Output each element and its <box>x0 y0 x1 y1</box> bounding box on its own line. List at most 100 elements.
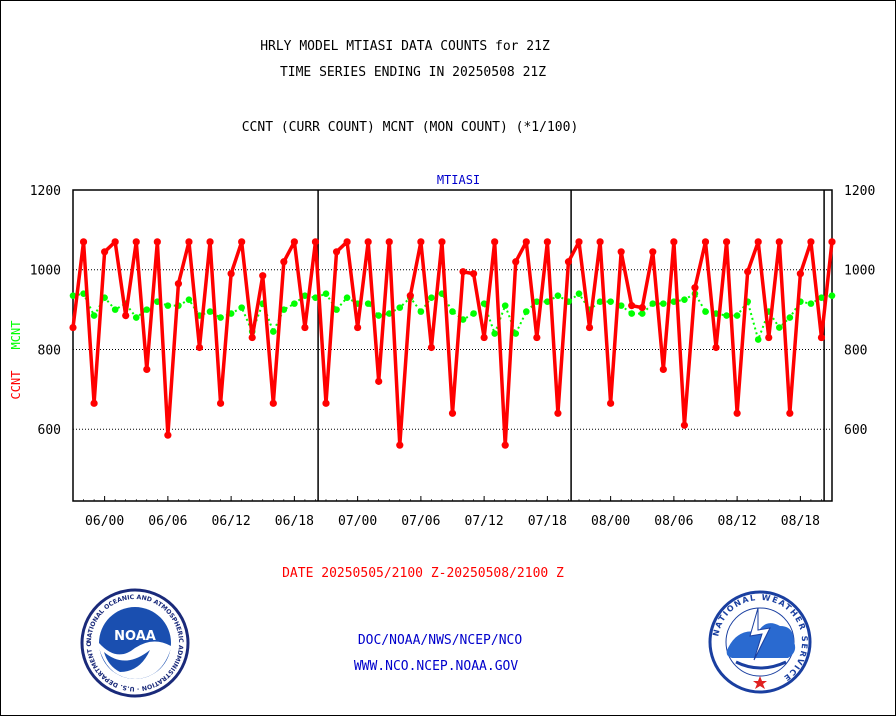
data-point-ccnt <box>628 302 636 310</box>
data-point-ccnt <box>227 270 235 278</box>
y-tick-label-right: 600 <box>844 423 867 438</box>
data-point-mcnt <box>681 296 688 303</box>
data-point-ccnt <box>143 365 151 374</box>
data-point-mcnt <box>459 316 467 323</box>
data-point-ccnt <box>385 238 393 246</box>
data-point-mcnt <box>807 300 815 307</box>
data-point-mcnt <box>702 308 709 315</box>
data-point-mcnt <box>501 302 509 309</box>
data-point-mcnt <box>786 314 794 321</box>
nws-logo: NATIONAL WEATHER SERVICE <box>708 590 812 694</box>
footer-url-line: WWW.NCO.NCEP.NOAA.GOV <box>353 659 519 674</box>
x-tick-label: 07/00 <box>338 514 377 529</box>
data-point-mcnt <box>596 298 604 305</box>
data-point-mcnt <box>607 298 614 305</box>
y-axis-label-mcnt: MCNT <box>9 321 23 350</box>
data-point-mcnt <box>69 292 77 299</box>
data-point-mcnt <box>343 294 351 301</box>
data-point-ccnt <box>448 409 457 417</box>
data-point-ccnt <box>174 280 183 288</box>
data-point-mcnt <box>575 290 583 297</box>
data-point-ccnt <box>438 238 446 246</box>
data-point-mcnt <box>638 310 646 317</box>
data-point-mcnt <box>818 294 825 301</box>
x-tick-label: 06/12 <box>212 514 251 529</box>
chart-title-line2: TIME SERIES ENDING IN 20250508 21Z <box>279 65 547 80</box>
data-point-ccnt <box>216 399 225 407</box>
data-point-mcnt <box>491 330 498 337</box>
data-point-ccnt <box>680 421 689 429</box>
data-point-ccnt <box>543 238 551 246</box>
data-point-mcnt <box>522 308 530 315</box>
data-point-mcnt <box>533 298 541 305</box>
data-point-ccnt <box>101 248 109 256</box>
data-point-ccnt <box>79 238 88 246</box>
data-point-mcnt <box>132 314 140 321</box>
data-point-mcnt <box>428 294 435 301</box>
data-point-mcnt <box>733 312 741 319</box>
data-point-mcnt <box>660 300 667 307</box>
data-point-ccnt <box>301 323 309 332</box>
data-point-mcnt <box>617 302 625 309</box>
data-point-mcnt <box>375 312 383 319</box>
y-tick-label-right: 800 <box>844 343 867 358</box>
data-point-mcnt <box>417 308 425 315</box>
data-point-ccnt <box>111 238 119 246</box>
data-point-ccnt <box>396 441 404 449</box>
data-point-mcnt <box>185 296 193 303</box>
data-point-mcnt <box>554 292 562 299</box>
x-tick-label: 07/18 <box>528 514 567 529</box>
data-point-ccnt <box>153 238 161 246</box>
chart-title-line1: HRLY MODEL MTIASI DATA COUNTS for 21Z <box>260 39 550 54</box>
data-point-mcnt <box>238 304 245 311</box>
data-point-mcnt <box>723 312 730 319</box>
data-point-mcnt <box>364 300 372 307</box>
data-point-ccnt <box>564 258 573 266</box>
data-point-ccnt <box>332 248 341 256</box>
data-point-mcnt <box>828 292 836 299</box>
data-point-ccnt <box>617 248 625 256</box>
data-point-ccnt <box>375 377 383 385</box>
data-point-ccnt <box>185 238 193 246</box>
y-tick-label-left: 600 <box>38 423 61 438</box>
data-point-mcnt <box>301 292 309 299</box>
data-point-ccnt <box>69 323 77 332</box>
data-point-ccnt <box>122 311 130 320</box>
chart-subtitle: CCNT (CURR COUNT) MCNT (MON COUNT) (*1/1… <box>241 120 579 135</box>
data-point-ccnt <box>786 409 794 417</box>
data-point-ccnt <box>280 258 288 266</box>
data-point-mcnt <box>164 302 172 309</box>
data-point-ccnt <box>649 248 657 256</box>
data-point-ccnt <box>754 238 762 246</box>
data-point-ccnt <box>290 238 298 246</box>
data-point-ccnt <box>596 238 604 246</box>
data-point-mcnt <box>312 294 319 301</box>
data-point-ccnt <box>322 399 330 407</box>
data-point-ccnt <box>607 399 615 407</box>
data-point-ccnt <box>638 304 646 312</box>
data-point-mcnt <box>217 314 224 321</box>
data-point-ccnt <box>90 399 98 407</box>
data-point-mcnt <box>396 304 404 311</box>
data-point-ccnt <box>206 238 214 246</box>
data-point-ccnt <box>501 441 509 449</box>
y-tick-label-left: 800 <box>38 343 61 358</box>
data-point-mcnt <box>269 328 277 335</box>
x-tick-label: 06/06 <box>148 514 187 529</box>
data-point-mcnt <box>480 300 488 307</box>
data-point-ccnt <box>522 238 530 246</box>
x-axis-date-range: DATE 20250505/2100 Z-20250508/2100 Z <box>282 566 564 581</box>
data-point-mcnt <box>333 306 340 313</box>
y-axis-label-ccnt: CCNT <box>9 371 23 400</box>
data-point-ccnt <box>269 399 277 407</box>
data-point-ccnt <box>354 323 362 332</box>
data-point-ccnt <box>512 258 520 266</box>
data-point-mcnt <box>90 312 98 319</box>
data-point-ccnt <box>343 238 351 246</box>
data-point-ccnt <box>469 270 478 278</box>
data-point-ccnt <box>554 409 562 417</box>
data-point-ccnt <box>195 343 204 352</box>
data-point-ccnt <box>575 238 583 246</box>
data-point-ccnt <box>311 238 320 246</box>
